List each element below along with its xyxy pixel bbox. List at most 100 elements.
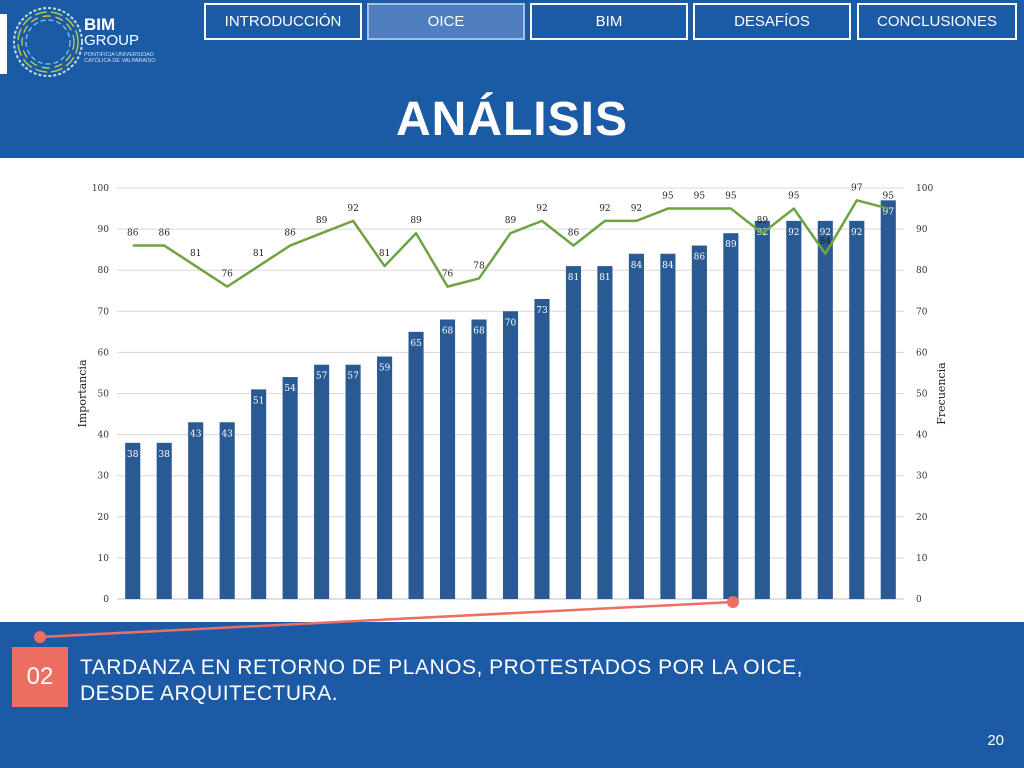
bar-value-label: 38 [158,450,170,460]
footer-band [0,622,1024,768]
line-value-label: 92 [347,204,358,214]
y-tick-right: 80 [916,266,928,276]
line-value-label: 81 [253,249,264,259]
bar [849,220,865,599]
y-tick-left: 0 [103,595,109,605]
y-tick-left: 60 [98,348,110,358]
bar [345,364,361,599]
bar-value-label: 81 [568,273,579,283]
bar [188,422,204,599]
bar-value-label: 89 [725,240,737,250]
line-value-label: 86 [158,229,170,239]
bar [439,319,456,599]
bar [817,220,833,599]
line-value-label: 81 [379,249,390,259]
bar [660,253,676,599]
bar-value-label: 86 [694,253,706,263]
bar [156,442,172,599]
bar-value-label: 92 [788,228,799,238]
y-tick-right: 0 [916,595,922,605]
bar [597,266,613,599]
line-value-label: 76 [442,270,454,280]
bar-value-label: 54 [284,384,296,394]
bar [125,442,141,599]
y-tick-left: 30 [98,472,110,482]
bar-value-label: 43 [221,429,233,439]
bar-value-label: 73 [536,306,548,316]
callout-number-badge: 02 [12,647,68,707]
bar-value-label: 57 [316,372,328,382]
page-number: 20 [987,732,1004,749]
y-axis-title-right: Frecuencia [935,362,948,425]
y-tick-left: 70 [98,307,110,317]
line-value-label: 86 [284,229,296,239]
bar [502,311,519,599]
logo-ring-icon [13,7,83,77]
y-tick-right: 40 [916,431,928,441]
line-value-label: 92 [631,204,642,214]
tab-bim[interactable]: BIM [530,3,688,40]
logo-name-line1: BIM [84,15,116,34]
tab-oice[interactable]: OICE [367,3,525,40]
callout-line2: DESDE ARQUITECTURA. [80,682,339,705]
y-tick-right: 60 [916,348,928,358]
bar-value-label: 84 [662,261,674,271]
bar [377,356,393,599]
bar-value-label: 57 [347,372,359,382]
bar-value-label: 92 [851,228,862,238]
bar-value-label: 59 [379,364,391,374]
y-tick-right: 100 [916,184,933,194]
bar [314,364,330,599]
callout-line1: TARDANZA EN RETORNO DE PLANOS, PROTESTAD… [80,656,803,679]
y-tick-right: 90 [916,225,928,235]
chart-panel: 0 0 10 10 20 20 30 30 40 40 50 50 60 60 70 70 80 80 90 90 10… [0,158,1024,622]
line-value-label: 89 [410,216,422,226]
y-tick-right: 30 [916,472,928,482]
bar-value-label: 84 [631,261,643,271]
bar [534,298,550,599]
y-tick-left: 80 [98,266,110,276]
bar-value-label: 43 [190,429,202,439]
bar [565,266,582,599]
y-tick-right: 20 [916,513,928,523]
line-value-label: 86 [568,229,580,239]
y-tick-right: 50 [916,390,928,400]
line-value-label: 95 [694,192,706,202]
bar [880,200,896,599]
frequency-line [132,199,889,288]
logo-name-line2: GROUP [84,32,140,49]
logo-bar [0,14,7,74]
tab-conclusiones[interactable]: CONCLUSIONES [857,3,1017,40]
bar [282,377,298,599]
line-value-label: 97 [851,183,863,193]
bar-value-label: 68 [473,327,485,337]
bar [691,245,707,599]
y-tick-left: 100 [92,184,109,194]
tab-introduccion[interactable]: INTRODUCCIÓN [204,3,362,40]
bar-value-label: 70 [505,318,517,328]
tab-desafios[interactable]: DESAFÍOS [693,3,851,40]
line-value-label: 81 [190,249,201,259]
bar [219,422,235,599]
chart: 0 0 10 10 20 20 30 30 40 40 50 50 60 60 70 70 80 80 90 90 10… [76,183,948,605]
bar-value-label: 65 [410,339,422,349]
y-tick-left: 40 [98,431,110,441]
line-value-label: 84 [820,237,832,247]
bar-value-label: 92 [820,228,831,238]
bar-value-label: 81 [599,273,610,283]
line-value-label: 89 [316,216,328,226]
bar [786,220,802,599]
line-value-label: 78 [473,261,485,271]
line-value-label: 95 [725,192,737,202]
bar [408,331,424,599]
bar-value-label: 68 [442,327,454,337]
line-value-label: 86 [127,229,139,239]
y-tick-right: 70 [916,307,928,317]
line-value-label: 92 [536,204,547,214]
y-tick-left: 10 [98,554,110,564]
bim-group-logo: BIM GROUP PONTIFICIA UNIVERSIDAD CATÓLIC… [0,2,160,82]
page-title: ANÁLISIS [395,93,628,146]
y-tick-left: 90 [98,225,110,235]
y-tick-left: 50 [98,390,110,400]
bar [754,220,770,599]
